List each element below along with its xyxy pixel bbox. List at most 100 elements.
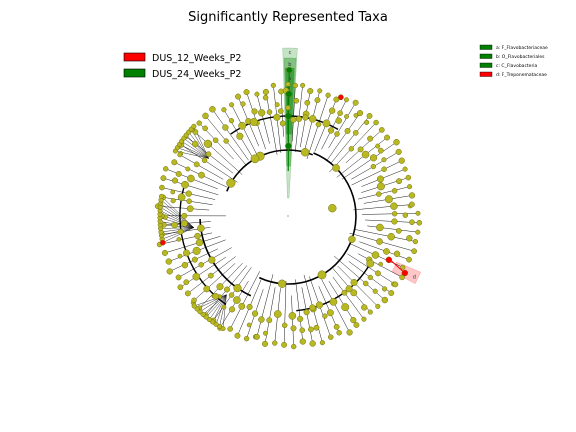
taxon-node	[191, 297, 197, 304]
taxon-node	[246, 303, 253, 310]
branch-line	[229, 271, 260, 330]
taxon-node	[392, 281, 399, 288]
branch-line	[164, 236, 221, 254]
order-node	[335, 117, 342, 124]
taxon-node	[185, 166, 191, 172]
taxon-node	[402, 166, 408, 172]
taxon-node	[229, 102, 235, 108]
clade-legend-label-b: b: O_Flavobacteriales	[496, 54, 545, 60]
branch-line	[179, 154, 224, 180]
taxon-node	[171, 177, 179, 184]
clade-legend-swatch-b	[479, 53, 493, 59]
taxon-node	[317, 88, 323, 94]
taxon-node	[191, 303, 197, 309]
taxon-node	[346, 329, 353, 336]
branch-line	[256, 274, 274, 337]
fan-branch-line	[222, 294, 227, 329]
taxon-node	[327, 334, 334, 340]
class-node	[332, 164, 340, 172]
taxon-node	[229, 306, 236, 313]
fan-branch-line	[188, 131, 209, 159]
taxon-node	[341, 289, 348, 296]
class-node	[197, 224, 205, 232]
green-clade-node-a	[285, 90, 293, 98]
taxon-node	[348, 146, 354, 152]
taxon-node	[266, 109, 273, 115]
taxon-node	[254, 91, 260, 97]
taxon-node	[411, 248, 417, 255]
taxon-node	[328, 107, 336, 114]
taxon-node	[384, 134, 390, 141]
order-node	[309, 304, 316, 312]
branch-line	[159, 232, 213, 245]
branch-line	[180, 144, 238, 183]
taxon-node	[415, 210, 421, 216]
figure-title: Significantly Represented Taxa	[188, 10, 388, 25]
taxon-node	[315, 301, 324, 309]
taxon-node	[191, 140, 199, 148]
taxon-node	[372, 288, 378, 294]
legend-swatch-24-weeks	[123, 68, 146, 78]
taxon-node	[393, 138, 400, 146]
taxon-node	[293, 97, 300, 104]
taxon-node	[370, 163, 376, 170]
taxon-node	[274, 102, 280, 108]
red-clade-branch	[388, 258, 406, 274]
taxon-node	[292, 82, 298, 89]
taxon-node	[322, 119, 331, 128]
taxon-node	[262, 88, 269, 95]
class-node	[250, 154, 260, 164]
taxon-node	[381, 166, 387, 172]
taxon-node	[191, 256, 198, 263]
taxon-node	[194, 232, 201, 240]
fan-branch-line	[160, 227, 194, 229]
branch-line	[321, 279, 350, 333]
taxon-node	[350, 279, 358, 287]
taxon-node	[308, 115, 317, 123]
taxon-node	[361, 150, 370, 159]
order-node	[203, 139, 212, 148]
taxon-node	[381, 286, 388, 292]
taxon-node	[212, 137, 219, 144]
branch-line	[337, 265, 378, 307]
taxon-node	[240, 101, 246, 107]
branch-line	[291, 85, 296, 142]
taxon-node	[361, 316, 367, 322]
taxon-node	[313, 324, 320, 331]
taxon-node	[184, 290, 191, 297]
class-node	[348, 235, 356, 243]
branch-line	[193, 263, 236, 301]
branch-line	[351, 160, 402, 186]
order-node	[177, 193, 186, 202]
taxon-node	[393, 250, 401, 257]
taxon-node	[175, 274, 182, 281]
legend-label-24-weeks: DUS_24_Weeks_P2	[152, 69, 241, 80]
taxon-node	[236, 132, 244, 140]
taxon-node	[181, 180, 189, 189]
taxon-node	[390, 202, 398, 210]
taxon-node	[160, 175, 167, 182]
branch-line	[332, 276, 365, 320]
taxon-node	[158, 193, 165, 199]
taxon-node	[187, 174, 195, 183]
taxon-node	[270, 82, 276, 88]
taxon-node	[352, 99, 359, 106]
taxon-node	[343, 97, 349, 103]
taxon-node	[362, 280, 369, 287]
taxon-node	[405, 174, 412, 181]
taxon-node	[369, 154, 378, 162]
taxon-node	[195, 238, 204, 247]
clade-legend-label-c: c: C_Flavobacteria	[496, 63, 538, 69]
taxon-node	[192, 272, 201, 281]
fan-branch-line	[160, 227, 194, 233]
taxon-node	[262, 94, 269, 101]
taxon-node	[381, 296, 389, 304]
taxon-node	[350, 316, 357, 324]
taxon-node	[415, 229, 421, 235]
fan-branch-line	[206, 294, 227, 318]
branch-line	[219, 280, 249, 329]
branch-line	[212, 109, 249, 161]
taxon-node	[223, 138, 229, 144]
class-node	[328, 204, 337, 213]
taxon-node	[333, 323, 340, 330]
